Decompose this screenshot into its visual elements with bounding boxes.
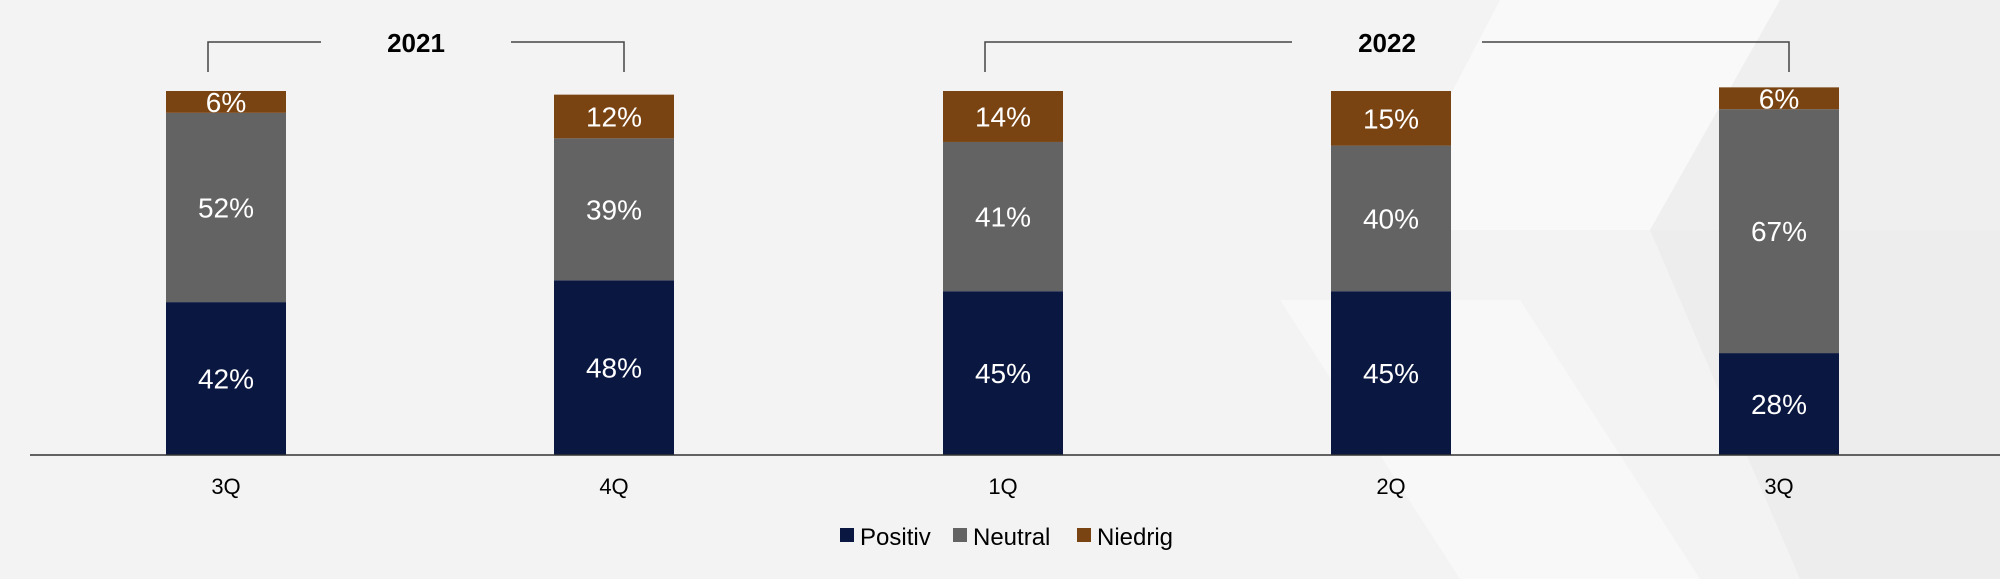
bar-segment xyxy=(943,91,1063,142)
bar-stack: 45% 41% 14% xyxy=(943,91,1063,455)
bar-segment xyxy=(166,91,286,113)
legend-swatch xyxy=(953,528,967,542)
x-axis: 3Q 4Q 1Q 2Q 3Q xyxy=(30,454,2000,499)
data-label: 28% xyxy=(1751,389,1807,420)
bar-segment xyxy=(1331,145,1451,292)
bracket-line-left xyxy=(984,41,1292,72)
background-facet xyxy=(1380,0,1780,230)
year-group-brackets: 2021 2022 xyxy=(207,28,1790,72)
data-label: 42% xyxy=(198,364,254,395)
bar-stack: 48% 39% 12% xyxy=(554,94,674,455)
bar-segment xyxy=(943,291,1063,455)
legend-label: Positiv xyxy=(860,524,931,551)
data-label: 41% xyxy=(975,202,1031,233)
group-bracket: 2021 xyxy=(207,28,625,72)
group-label: 2021 xyxy=(387,28,445,58)
bar-segment xyxy=(554,94,674,139)
x-tick-label: 1Q xyxy=(988,474,1017,499)
data-label: 40% xyxy=(1363,203,1419,234)
data-label: 45% xyxy=(1363,358,1419,389)
bar-segment xyxy=(1331,291,1451,455)
bracket-line-right xyxy=(1482,41,1790,72)
legend-item: Niedrig xyxy=(1077,524,1173,551)
data-label: 14% xyxy=(975,101,1031,132)
legend: Positiv Neutral Niedrig xyxy=(840,524,1173,551)
bar-segment xyxy=(1719,109,1839,354)
bar-stack: 42% 52% 6% xyxy=(166,87,286,455)
group-label: 2022 xyxy=(1358,28,1416,58)
group-bracket: 2022 xyxy=(984,28,1790,72)
bracket-line-right xyxy=(511,41,625,72)
x-tick-label: 2Q xyxy=(1376,474,1405,499)
data-label: 12% xyxy=(586,101,642,132)
data-label: 15% xyxy=(1363,103,1419,134)
data-label: 39% xyxy=(586,194,642,225)
bar-segment xyxy=(1719,353,1839,455)
bar-stack: 45% 40% 15% xyxy=(1331,91,1451,455)
bar-segment xyxy=(166,302,286,455)
data-label: 48% xyxy=(586,353,642,384)
data-label: 67% xyxy=(1751,216,1807,247)
bar-segment xyxy=(1331,91,1451,146)
legend-label: Neutral xyxy=(973,524,1050,551)
data-label: 45% xyxy=(975,358,1031,389)
bar-stack: 28% 67% 6% xyxy=(1719,83,1839,455)
x-tick-label: 4Q xyxy=(599,474,628,499)
legend-item: Neutral xyxy=(953,524,1050,551)
bar-segment xyxy=(166,112,286,303)
bar-segment xyxy=(554,280,674,455)
bracket-line-left xyxy=(207,41,321,72)
bars-layer: 42% 52% 6% 48% 39% 12% 45% 41% 14% 45% 40% 15% 28% 67… xyxy=(166,83,1839,455)
data-label: 6% xyxy=(206,87,246,118)
legend-item: Positiv xyxy=(840,524,931,551)
x-tick-label: 3Q xyxy=(211,474,240,499)
x-tick-label: 3Q xyxy=(1764,474,1793,499)
legend-swatch xyxy=(840,528,854,542)
bar-segment xyxy=(943,141,1063,292)
bar-segment xyxy=(1719,87,1839,110)
bar-segment xyxy=(554,138,674,281)
data-label: 52% xyxy=(198,192,254,223)
legend-label: Niedrig xyxy=(1097,524,1173,551)
legend-swatch xyxy=(1077,528,1091,542)
data-label: 6% xyxy=(1759,83,1799,114)
